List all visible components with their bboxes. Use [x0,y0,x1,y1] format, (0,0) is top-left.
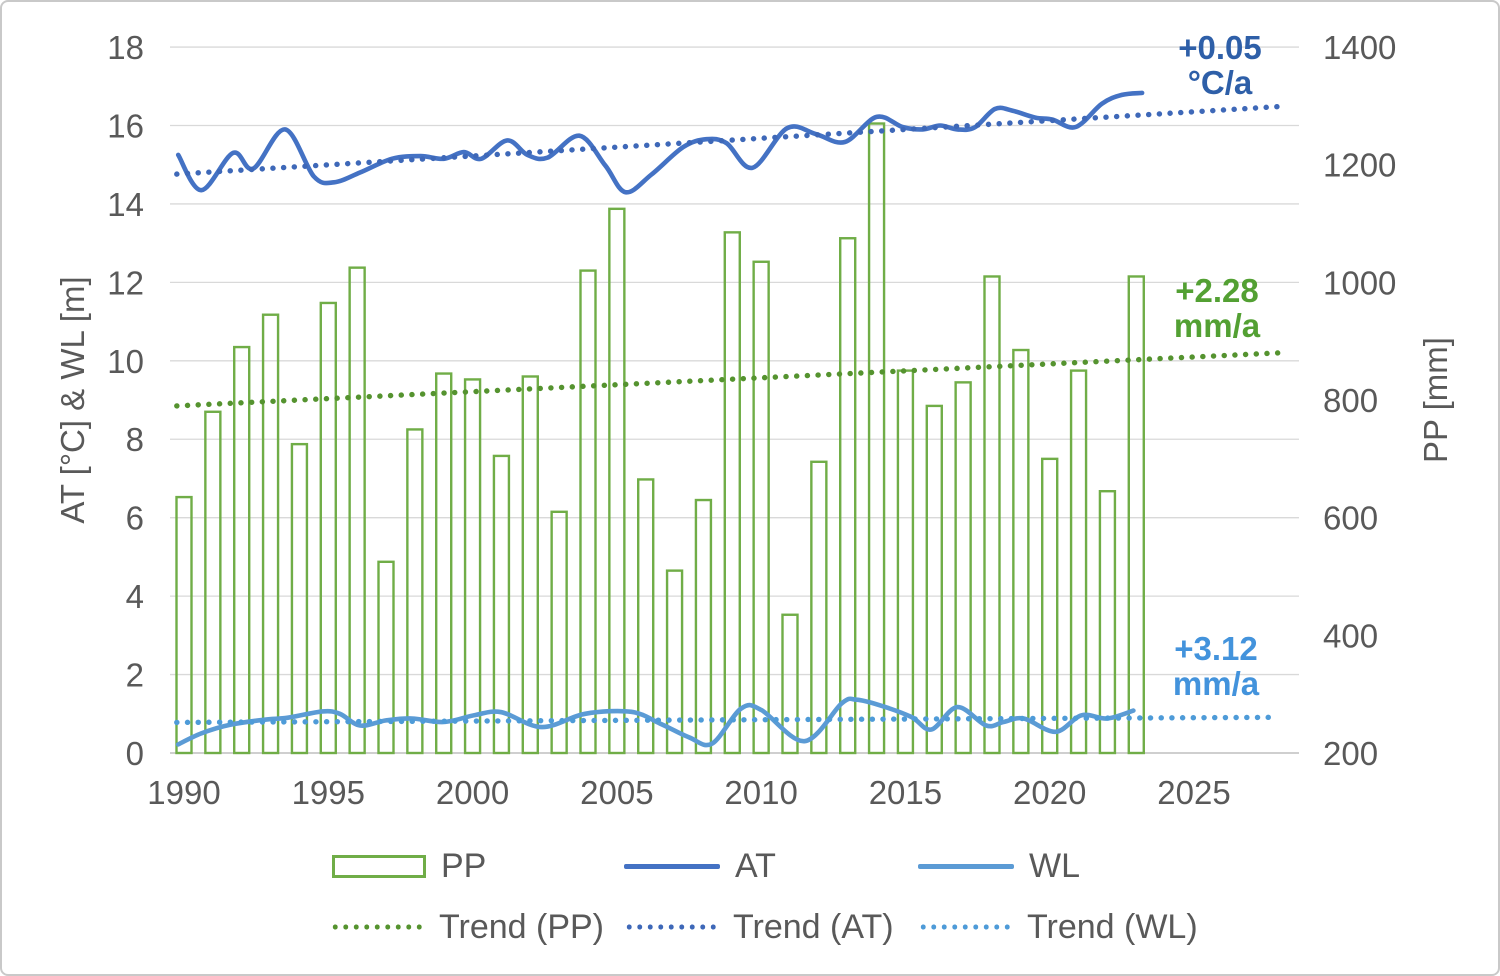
pp-bar [290,442,309,755]
at-trend-annotation: +0.05 °C/a [1150,30,1290,100]
left-tick-label: 4 [126,578,144,615]
pp-bar [839,237,857,755]
pp-bar [261,313,280,755]
right-tick-label: 1200 [1323,147,1396,184]
pp-bar [608,207,626,755]
x-tick-label: 1990 [147,774,220,811]
pp-bar [1041,457,1059,755]
pp-bar [665,569,684,755]
pp-bar [348,266,366,755]
right-tick-label: 200 [1323,735,1378,772]
left-tick-label: 2 [126,657,144,694]
pp-bars [175,122,1145,755]
x-tick-label: 2020 [1013,774,1086,811]
pp-bar [492,454,511,755]
x-axis-tick-labels: 1990 1995 2000 2005 2010 2015 2020 2025 [147,774,1230,811]
left-tick-label: 14 [107,186,144,223]
left-tick-label: 0 [126,735,144,772]
at-trend-value: +0.05 [1178,29,1262,66]
trend-pp-line [174,350,1281,409]
pp-bar [406,428,424,755]
x-tick-label: 2025 [1157,774,1230,811]
pp-bar [983,275,1001,755]
wl-line [175,696,1136,748]
pp-bar [637,478,655,755]
left-tick-label: 12 [107,264,144,301]
right-tick-label: 600 [1323,500,1378,537]
right-tick-label: 400 [1323,617,1378,654]
at-trend-unit: °C/a [1187,64,1253,101]
left-tick-label: 8 [126,421,144,458]
pp-trend-value: +2.28 [1175,272,1259,309]
pp-bar [781,613,799,755]
right-axis-title: PP [mm] [1417,337,1454,463]
trend-wl-line [174,714,1281,726]
right-tick-label: 800 [1323,382,1378,419]
pp-bar [1069,369,1088,755]
pp-bar [752,260,770,755]
at-line [175,90,1145,195]
pp-bar [925,404,943,755]
pp-bar [463,378,482,755]
pp-bar [521,375,539,755]
pp-bar [1127,275,1145,755]
pp-bar [810,460,828,755]
pp-bar [867,122,886,755]
wl-trend-value: +3.12 [1174,630,1258,667]
right-tick-label: 1400 [1323,29,1396,66]
x-tick-label: 2010 [724,774,797,811]
pp-bar [896,369,915,755]
right-axis-tick-labels: 200 400 600 800 1000 1200 1400 [1323,29,1396,772]
pp-bar [377,560,395,755]
pp-bar [233,345,251,755]
trend-at-line [174,103,1281,177]
pp-bar [550,510,568,755]
pp-bar [1098,490,1117,755]
left-tick-label: 6 [126,500,144,537]
pp-bar [694,498,713,755]
x-tick-label: 2015 [869,774,942,811]
pp-trend-annotation: +2.28 mm/a [1147,273,1287,343]
x-tick-label: 2005 [580,774,653,811]
left-tick-label: 10 [107,343,144,380]
pp-bar [579,269,597,755]
pp-bar [723,231,741,755]
left-axis-tick-labels: 0 2 4 6 8 10 12 14 16 18 [107,29,144,772]
x-tick-label: 2000 [436,774,509,811]
pp-bar [319,301,337,755]
pp-bar [1012,348,1030,755]
left-tick-label: 18 [107,29,144,66]
pp-bar [175,495,193,755]
wl-trend-unit: mm/a [1172,665,1260,702]
right-tick-label: 1000 [1323,264,1396,301]
left-axis-title: AT [°C] & WL [m] [54,276,91,524]
left-tick-label: 16 [107,107,144,144]
x-tick-label: 1995 [292,774,365,811]
pp-trend-unit: mm/a [1173,307,1261,344]
pp-bar [204,410,222,755]
pp-bar [435,372,453,755]
wl-trend-annotation: +3.12 mm/a [1146,631,1286,701]
pp-bar [954,381,972,755]
